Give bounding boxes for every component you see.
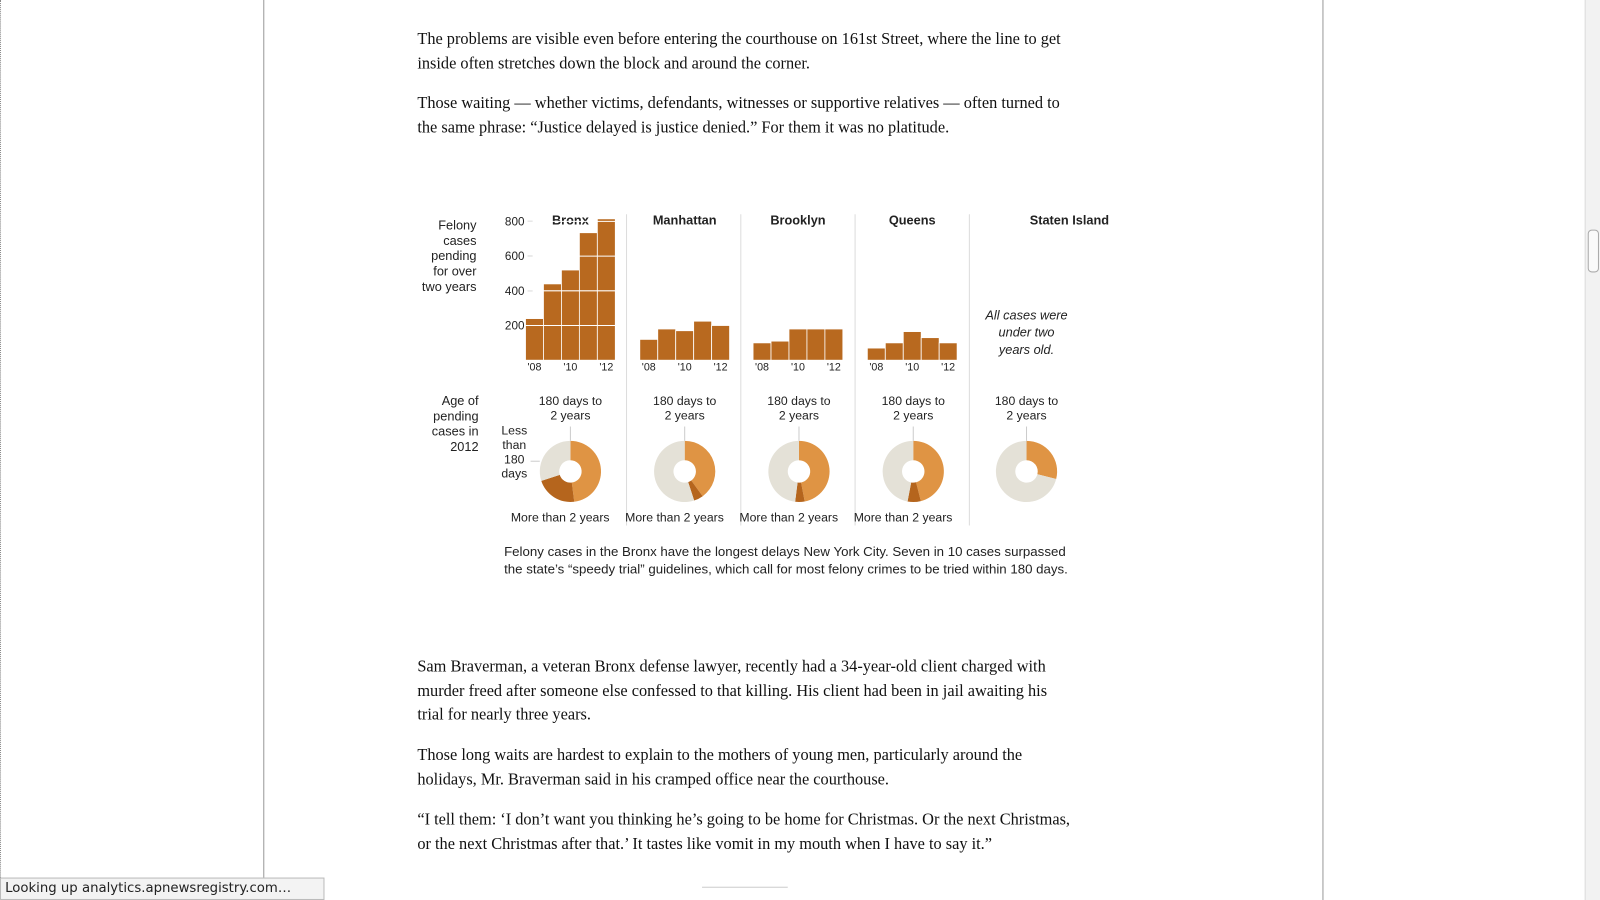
y-tick-label: 200	[505, 320, 525, 333]
x-tick-label: '08	[755, 361, 769, 373]
panel-title: Brooklyn	[770, 212, 825, 227]
donut-slice	[539, 440, 571, 481]
bar	[770, 340, 790, 361]
x-tick-label: '12	[714, 361, 728, 373]
paragraph: The problems are visible even before ent…	[417, 30, 1061, 72]
pie-label: More than 2 years	[739, 510, 839, 525]
y-tick-label: 600	[505, 250, 525, 263]
bar	[920, 337, 940, 361]
column-border-right	[1322, 0, 1324, 900]
bar	[657, 328, 677, 361]
paragraph: Those waiting — whether victims, defenda…	[417, 94, 1060, 137]
pie-label: More than 2 years	[853, 510, 953, 525]
bar	[543, 283, 562, 361]
bar	[824, 328, 844, 361]
scrollbar-thumb[interactable]	[1587, 229, 1599, 273]
pie-label: 180 days to 2 years	[538, 393, 603, 423]
bar	[866, 347, 886, 361]
bar	[596, 218, 616, 361]
donut-slice	[995, 440, 1057, 503]
bar	[578, 232, 598, 361]
x-tick-label: '12	[599, 361, 613, 373]
scrollbar[interactable]	[1584, 0, 1600, 900]
pie-label: 180 days to 2 years	[994, 393, 1059, 423]
x-tick-label: '08	[869, 361, 883, 373]
bar	[561, 269, 580, 361]
y-tick-label: 800	[505, 216, 525, 229]
panel-title: Queens	[889, 212, 936, 227]
bar	[639, 338, 659, 361]
bar	[806, 328, 826, 361]
status-bar: Looking up analytics.apnewsregistry.com…	[0, 877, 325, 900]
donut-slice	[768, 440, 799, 502]
donut-slice	[907, 482, 921, 503]
donut-slice	[798, 440, 830, 502]
x-tick-label: '10	[678, 361, 692, 373]
pie-label: 180 days to 2 years	[767, 393, 831, 423]
footer-rule	[702, 886, 788, 888]
bar	[938, 342, 958, 361]
column-border-left	[263, 0, 265, 900]
x-tick-label: '10	[905, 361, 919, 373]
caption: Felony cases in the Bronx have the longe…	[504, 543, 1068, 577]
donut-slice	[882, 440, 914, 502]
pie-label: 180 days to 2 years	[881, 393, 945, 423]
donut-slice	[1026, 440, 1058, 480]
row-label: Felony cases pending for over two years	[421, 218, 477, 294]
bar	[675, 330, 695, 361]
donut-slice	[913, 440, 944, 502]
row-label: Age of pending cases in 2012	[431, 393, 479, 455]
donut-slice	[570, 440, 602, 502]
pie-label: More than 2 years	[510, 510, 610, 525]
pie-label: Less than 180 days	[501, 423, 528, 481]
panel-title: Staten Island	[1030, 212, 1109, 227]
y-tick-label: 400	[505, 285, 525, 298]
bar	[788, 328, 808, 361]
panel-note: All cases were under two years old.	[985, 308, 1068, 358]
bar	[902, 331, 922, 361]
paragraph: Sam Braverman, a veteran Bronx defense l…	[417, 658, 1048, 724]
bar	[752, 342, 772, 361]
panel-title: Manhattan	[653, 212, 717, 227]
bar	[525, 318, 544, 361]
donut-slice	[795, 482, 805, 503]
donut-slice	[688, 480, 703, 501]
donut-slice	[654, 440, 695, 503]
pie-label: More than 2 years	[625, 510, 724, 525]
x-tick-label: '12	[827, 361, 841, 373]
page-border-left	[0, 0, 2, 900]
paragraph: Those long waits are hardest to explain …	[417, 746, 1023, 789]
x-tick-label: '08	[642, 361, 656, 373]
donut-slice	[541, 474, 575, 503]
paragraph: “I tell them: ‘I don’t want you thinking…	[417, 811, 1071, 853]
x-tick-label: '08	[528, 361, 542, 373]
pie-label: 180 days to 2 years	[653, 393, 717, 423]
x-tick-label: '10	[563, 361, 577, 373]
donut-slice	[684, 440, 716, 497]
panel-title: Bronx	[552, 212, 589, 227]
bar	[884, 342, 904, 361]
x-tick-label: '10	[791, 361, 805, 373]
bar	[711, 325, 730, 361]
bar	[693, 320, 713, 361]
x-tick-label: '12	[941, 361, 955, 373]
